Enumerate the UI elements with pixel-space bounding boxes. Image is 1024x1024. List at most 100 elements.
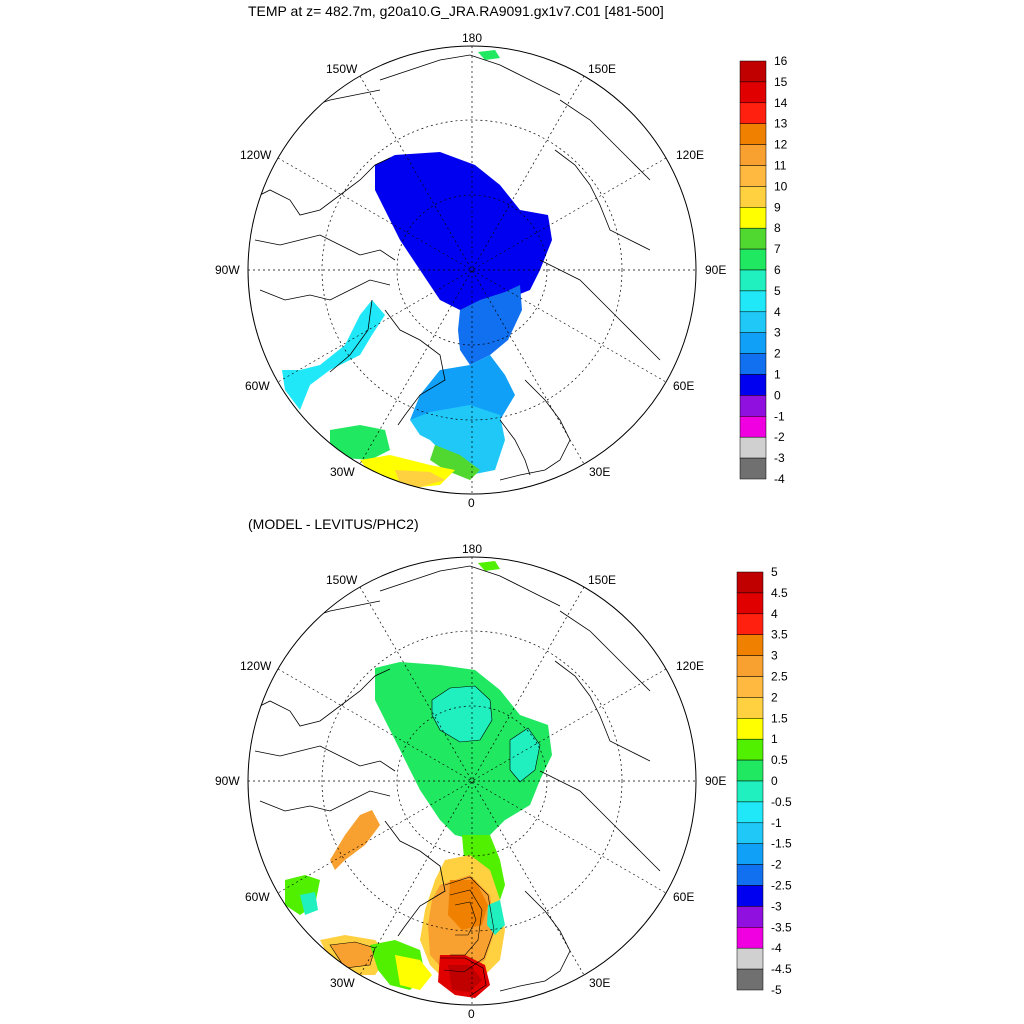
top-iceland-field [330, 425, 390, 460]
bottom-colorbar-swatch [736, 738, 764, 761]
bottom-colorbar-label: -4.5 [771, 962, 792, 976]
top-colorbar-swatch [739, 374, 767, 396]
bottom-colorbar-label: -4 [771, 941, 782, 955]
top-colorbar-label: 14 [774, 96, 788, 110]
top-orange-patch [395, 470, 445, 487]
bottom-colorbar-swatch [736, 697, 764, 719]
top-colorbar-label: -4 [774, 472, 785, 486]
bottom-colorbar-label: 0.5 [771, 753, 788, 767]
top-colorbar-label: -3 [774, 451, 785, 465]
top-lon-labels: 180 150W 150E 120W 120E 90W 90E 60W 60E … [215, 31, 726, 510]
top-colorbar-label: 16 [774, 54, 788, 68]
top-colorbar-label: 0 [774, 388, 781, 402]
bottom-colorbar-label: -2 [771, 858, 782, 872]
bottom-colorbar-swatch [736, 676, 764, 698]
bottom-colorbar-label: 1 [771, 732, 778, 746]
top-colorbar-swatch [739, 311, 767, 333]
top-colorbar-swatch [739, 186, 767, 208]
bottom-colorbar-label: -1 [771, 816, 782, 830]
top-colorbar-label: 2 [774, 347, 781, 361]
top-label-180: 180 [462, 31, 482, 45]
top-colorbar-swatch [739, 332, 767, 354]
top-colorbar-label: -2 [774, 430, 785, 444]
top-colorbar-label: -1 [774, 409, 785, 423]
bottom-norwegian-deep-orange [448, 880, 488, 930]
top-colorbar-swatch [739, 290, 767, 313]
bottom-label-30e: 30E [589, 976, 610, 990]
bottom-colorbar-swatch [736, 968, 764, 991]
bottom-colorbar-swatch [736, 885, 764, 907]
top-colorbar-label: 8 [774, 221, 781, 235]
bottom-colorbar-label: 4 [771, 607, 778, 621]
bottom-arctic-basin-field [375, 662, 552, 840]
bottom-colorbar-label: 2 [771, 690, 778, 704]
bottom-colorbar-swatch [736, 759, 764, 782]
bottom-colorbar-label: -2.5 [771, 879, 792, 893]
top-label-30e: 30E [589, 465, 610, 479]
bottom-label-0: 0 [468, 1007, 475, 1021]
top-label-120w: 120W [240, 148, 272, 162]
bottom-colorbar-swatch [736, 843, 764, 865]
bottom-label-120e: 120E [676, 659, 704, 673]
top-colorbar-label: 4 [774, 305, 781, 319]
bottom-colorbar-swatch [736, 613, 764, 635]
bottom-colorbar-label: 1.5 [771, 711, 788, 725]
bottom-label-180: 180 [462, 542, 482, 556]
top-colorbar-label: 1 [774, 368, 781, 382]
top-colorbar-swatch [739, 416, 767, 438]
bottom-bering-field [478, 561, 500, 571]
top-label-30w: 30W [330, 465, 355, 479]
bottom-label-60w: 60W [245, 890, 270, 904]
bottom-colorbar-swatch [736, 801, 764, 824]
bottom-colorbar-swatch [736, 780, 764, 803]
bottom-colorbar-label: -0.5 [771, 795, 792, 809]
top-colorbar-swatch [739, 165, 767, 187]
top-map: 180 150W 150E 120W 120E 90W 90E 60W 60E … [215, 31, 726, 510]
bottom-colorbar-swatch [736, 634, 764, 656]
bottom-colorbar-swatch [736, 718, 764, 740]
top-colorbar-swatch [739, 81, 767, 104]
bottom-colorbar-label: 4.5 [771, 586, 788, 600]
bottom-colorbar-label: 5 [771, 565, 778, 579]
bottom-colorbar-swatch [736, 822, 764, 844]
top-colorbar-swatch [739, 353, 767, 375]
bottom-colorbar-label: -1.5 [771, 837, 792, 851]
top-bering-field [478, 50, 500, 60]
bottom-colorbar-label: -3.5 [771, 920, 792, 934]
top-colorbar-swatch [739, 457, 767, 480]
top-colorbar-label: 13 [774, 117, 788, 131]
top-norwegian-field-2 [410, 355, 515, 420]
bottom-baffin-field [330, 810, 380, 870]
top-colorbar-swatch [739, 102, 767, 124]
bottom-label-120w: 120W [240, 659, 272, 673]
top-arctic-basin-field [375, 152, 552, 310]
bottom-labrador-cyan [300, 892, 318, 915]
bottom-colorbar-label: 0 [771, 774, 778, 788]
top-label-0: 0 [468, 496, 475, 510]
bottom-contours [329, 685, 541, 997]
top-baffin-field [282, 300, 385, 410]
top-label-150e: 150E [588, 62, 616, 76]
bottom-colorbar-swatch [736, 947, 764, 970]
bottom-colorbar-swatch [736, 592, 764, 615]
top-panel-title: TEMP at z= 482.7m, g20a10.G_JRA.RA9091.g… [248, 3, 664, 19]
top-colorbar-label: 15 [774, 75, 788, 89]
top-graticule [248, 46, 696, 494]
bottom-label-60e: 60E [673, 890, 694, 904]
top-colorbar-label: 7 [774, 242, 781, 256]
top-green-patch [430, 445, 480, 480]
top-colorbar-label: 3 [774, 326, 781, 340]
bottom-teal-patch [487, 900, 505, 935]
top-label-90e: 90E [705, 263, 726, 277]
top-colorbar-swatch [739, 436, 767, 459]
top-colorbar-swatch [739, 227, 767, 250]
top-colorbar-swatch [739, 207, 767, 229]
bottom-lon-labels: 180 150W 150E 120W 120E 90W 90E 60W 60E … [215, 542, 726, 1021]
top-norwegian-field-3 [410, 405, 505, 475]
bottom-colorbar-label: 3 [771, 649, 778, 663]
bottom-colorbar-label: -5 [771, 983, 782, 997]
bottom-cyan-anomaly-2 [510, 728, 540, 782]
bottom-colorbar-swatch [736, 655, 764, 677]
bottom-label-90e: 90E [705, 774, 726, 788]
